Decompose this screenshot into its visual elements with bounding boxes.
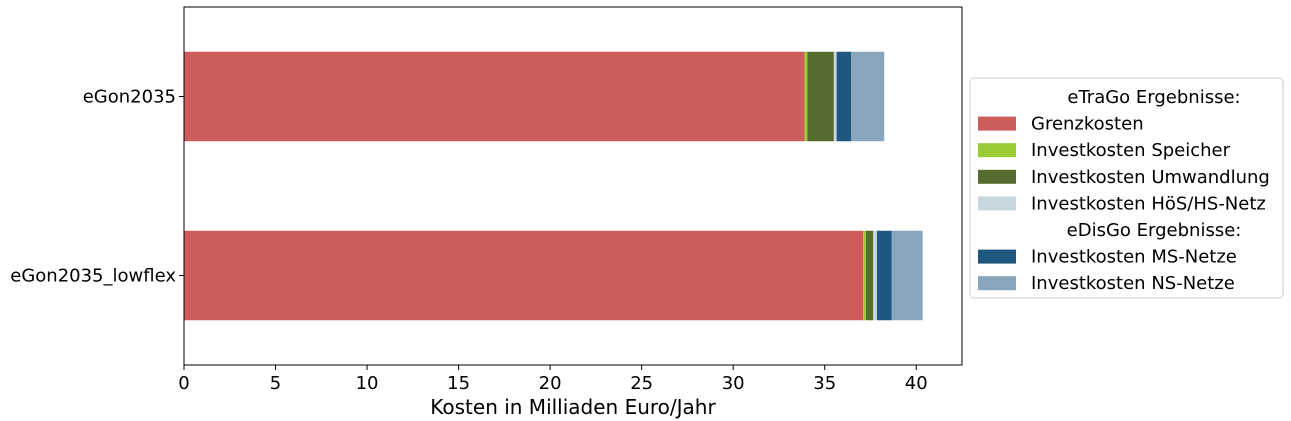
x-axis: 0 5 10 15 20 25 30 35 40 — [178, 365, 928, 394]
legend-label-4: Investkosten HöS/HS-Netz — [1031, 193, 1266, 214]
x-axis-label: Kosten in Milliaden Euro/Jahr — [430, 395, 716, 419]
bar-segment-1-1 — [184, 51, 805, 142]
x-tick-label: 0 — [178, 373, 189, 394]
legend-swatch-4 — [978, 196, 1016, 211]
y-tick-label: eGon2035 — [83, 87, 176, 108]
bar-segment-2-6 — [891, 230, 923, 321]
legend-label-3: Investkosten Umwandlung — [1031, 167, 1270, 188]
legend-swatch-5 — [978, 249, 1016, 264]
legend-header-edisgo: eDisGo Ergebnisse: — [1067, 220, 1242, 241]
x-tick-label: 30 — [722, 373, 745, 394]
legend: eTraGo Ergebnisse: Grenzkosten Investkoste… — [969, 77, 1284, 299]
bar-segment-2-2 — [863, 230, 866, 321]
x-tick-label: 15 — [447, 373, 470, 394]
bar-segment-1-6 — [851, 51, 885, 142]
bar-segment-1-4 — [833, 51, 837, 142]
bar-segment-2-5 — [876, 230, 892, 321]
bar-segment-1-5 — [836, 51, 852, 142]
legend-swatch-1 — [978, 116, 1016, 131]
plot-frame — [183, 6, 963, 366]
bar-segment-2-3 — [865, 230, 874, 321]
legend-label-5: Investkosten MS-Netze — [1031, 247, 1237, 268]
bar-segment-1-3 — [807, 51, 834, 142]
x-tick-label: 10 — [356, 373, 379, 394]
legend-label-1: Grenzkosten — [1031, 114, 1144, 135]
y-tick-label: eGon2035_lowflex — [10, 266, 176, 287]
x-tick-label: 5 — [270, 373, 281, 394]
legend-label-6: Investkosten NS-Netze — [1031, 273, 1235, 294]
bar-segment-2-4 — [873, 230, 877, 321]
legend-swatch-6 — [978, 276, 1016, 291]
x-tick-label: 40 — [905, 373, 928, 394]
y-axis: eGon2035 eGon2035_lowflex — [10, 87, 184, 287]
bar-segment-2-1 — [184, 230, 864, 321]
x-tick-label: 25 — [630, 373, 653, 394]
bars-layer — [184, 51, 923, 321]
legend-label-2: Investkosten Speicher — [1031, 140, 1231, 161]
legend-swatch-2 — [978, 143, 1016, 158]
legend-frame — [969, 77, 1284, 299]
legend-swatch-3 — [978, 169, 1016, 184]
bar-segment-1-2 — [804, 51, 808, 142]
x-tick-label: 35 — [813, 373, 836, 394]
legend-header-etrago: eTraGo Ergebnisse: — [1067, 87, 1240, 108]
x-tick-label: 20 — [539, 373, 562, 394]
